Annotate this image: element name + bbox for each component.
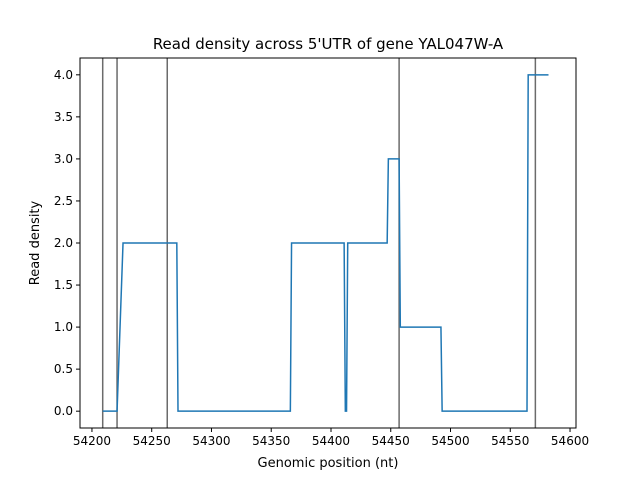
x-tick-label: 54450 bbox=[372, 434, 410, 448]
y-tick-label: 1.0 bbox=[54, 320, 73, 334]
y-tick-label: 3.5 bbox=[54, 110, 73, 124]
y-tick-label: 2.5 bbox=[54, 194, 73, 208]
y-tick-label: 0.0 bbox=[54, 404, 73, 418]
y-tick-label: 1.5 bbox=[54, 278, 73, 292]
x-axis: 54200 54250 54300 54350 54400 54450 54500 54550… bbox=[73, 428, 589, 448]
x-tick-label: 54300 bbox=[192, 434, 230, 448]
chart-title: Read density across 5'UTR of gene YAL047… bbox=[153, 35, 504, 53]
y-tick-label: 2.0 bbox=[54, 236, 73, 250]
y-axis-label: Read density bbox=[28, 200, 43, 285]
x-axis-label: Genomic position (nt) bbox=[258, 456, 399, 471]
series-line bbox=[102, 74, 549, 412]
x-tick-label: 54600 bbox=[551, 434, 589, 448]
x-tick-label: 54550 bbox=[491, 434, 529, 448]
y-tick-label: 3.0 bbox=[54, 152, 73, 166]
y-tick-label: 4.0 bbox=[54, 68, 73, 82]
x-tick-label: 54500 bbox=[431, 434, 469, 448]
x-tick-label: 54250 bbox=[133, 434, 171, 448]
y-axis: 0.0 0.5 1.0 1.5 2.0 2.5 3.0 3.5 4.0 bbox=[54, 68, 80, 418]
plot-area bbox=[101, 58, 549, 428]
y-tick-label: 0.5 bbox=[54, 362, 73, 376]
x-tick-label: 54400 bbox=[312, 434, 350, 448]
plot-frame bbox=[79, 57, 577, 429]
x-tick-label: 54350 bbox=[252, 434, 290, 448]
x-tick-label: 54200 bbox=[73, 434, 111, 448]
